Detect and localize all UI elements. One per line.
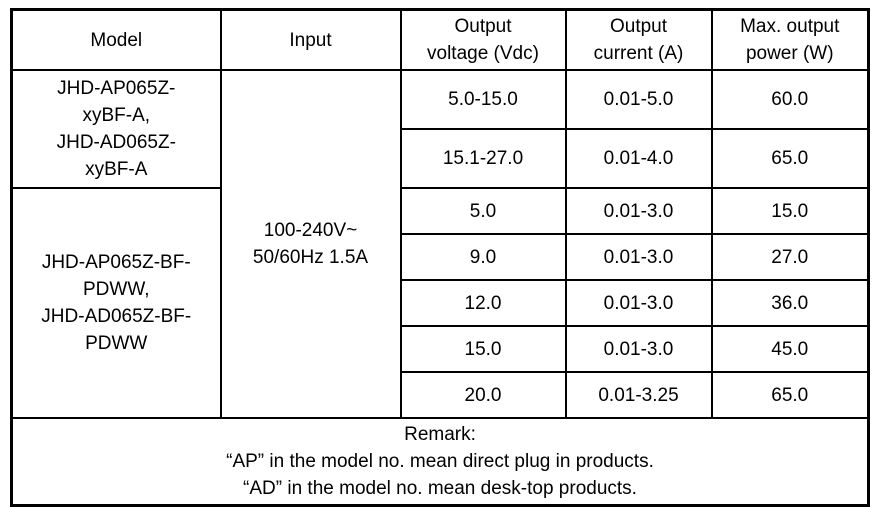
cell-output-voltage: 15.0 <box>399 325 567 373</box>
model-2-line4: PDWW <box>85 333 148 354</box>
model-2-line1: JHD-AP065Z-BF- <box>41 252 191 273</box>
remark-line-ap: “AP” in the model no. mean direct plug i… <box>226 451 654 472</box>
model-1-line4: xyBF-A <box>85 159 148 180</box>
table-row: 20.0 0.01-3.25 65.0 <box>12 371 870 419</box>
header-output-voltage: Output voltage (Vdc) <box>399 8 567 71</box>
model-cell-2: JHD-AP065Z-BF- PDWW, JHD-AD065Z-BF- PDWW <box>10 187 222 419</box>
cell-output-voltage: 5.0 <box>399 187 567 235</box>
table-row: 15.0 0.01-3.0 45.0 <box>12 325 870 373</box>
model-1-line3: JHD-AD065Z- <box>56 132 176 153</box>
table-row: 12.0 0.01-3.0 36.0 <box>12 279 870 327</box>
header-row: Model Input Output voltage (Vdc) Output … <box>10 8 870 71</box>
input-value-line2: 50/60Hz 1.5A <box>252 247 369 268</box>
header-max-output-power: Max. output power (W) <box>710 8 870 71</box>
cell-max-power: 65.0 <box>710 128 870 189</box>
cell-output-current: 0.01-3.25 <box>564 371 713 419</box>
table-row: JHD-AP065Z- xyBF-A, JHD-AD065Z- xyBF-A 1… <box>10 69 870 419</box>
cell-output-voltage: 20.0 <box>399 371 567 419</box>
cell-max-power: 15.0 <box>710 187 870 235</box>
cell-max-power: 27.0 <box>710 233 870 281</box>
header-model-label: Model <box>90 29 143 51</box>
model-1-line1: JHD-AP065Z- <box>57 78 176 99</box>
header-max-output-power-line1: Max. output <box>740 16 840 37</box>
cell-output-current: 0.01-3.0 <box>564 187 713 235</box>
cell-output-current: 0.01-3.0 <box>564 325 713 373</box>
input-value-line1: 100-240V~ <box>263 220 358 241</box>
cell-output-current: 0.01-3.0 <box>564 233 713 281</box>
remark-row: Remark: “AP” in the model no. mean direc… <box>10 417 870 507</box>
remark-cell: Remark: “AP” in the model no. mean direc… <box>10 417 870 507</box>
cell-output-voltage: 12.0 <box>399 279 567 327</box>
cell-output-voltage: 5.0-15.0 <box>399 69 567 130</box>
cell-output-voltage: 9.0 <box>399 233 567 281</box>
input-cell: 100-240V~ 50/60Hz 1.5A <box>219 69 402 419</box>
table-row: JHD-AP065Z-BF- PDWW, JHD-AD065Z-BF- PDWW… <box>10 187 870 419</box>
remark-title: Remark: <box>404 424 476 445</box>
cell-output-current: 0.01-4.0 <box>564 128 713 189</box>
cell-max-power: 65.0 <box>710 371 870 419</box>
cell-max-power: 36.0 <box>710 279 870 327</box>
header-input-label: Input <box>289 29 332 51</box>
cell-output-voltage: 15.1-27.0 <box>399 128 567 189</box>
header-model: Model <box>10 8 222 71</box>
header-input: Input <box>219 8 402 71</box>
model-1-line2: xyBF-A, <box>82 105 151 126</box>
header-output-current: Output current (A) <box>564 8 713 71</box>
spec-table: Model Input Output voltage (Vdc) Output … <box>10 8 870 507</box>
header-max-output-power-line2: power (W) <box>745 43 834 64</box>
table-row: 15.1-27.0 0.01-4.0 65.0 <box>12 128 870 189</box>
model-2-line3: JHD-AD065Z-BF- <box>41 306 192 327</box>
cell-output-current: 0.01-3.0 <box>564 279 713 327</box>
header-output-voltage-line1: Output <box>454 16 512 37</box>
header-output-voltage-line2: voltage (Vdc) <box>427 43 539 64</box>
model-2-line2: PDWW, <box>83 279 150 300</box>
remark-line-ad: “AD” in the model no. mean desk-top prod… <box>243 478 637 499</box>
header-output-current-line2: current (A) <box>593 43 684 64</box>
cell-max-power: 45.0 <box>710 325 870 373</box>
cell-max-power: 60.0 <box>710 69 870 130</box>
header-output-current-line1: Output <box>609 16 668 37</box>
model-cell-1: JHD-AP065Z- xyBF-A, JHD-AD065Z- xyBF-A <box>10 69 222 189</box>
cell-output-current: 0.01-5.0 <box>564 69 713 130</box>
table-row: 9.0 0.01-3.0 27.0 <box>12 233 870 281</box>
